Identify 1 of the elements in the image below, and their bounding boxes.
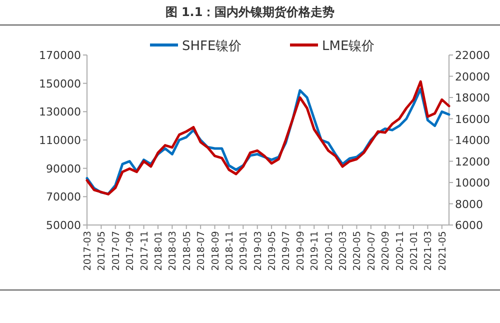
title: 图 1.1：国内外镍期货价格走势 [165,5,335,19]
